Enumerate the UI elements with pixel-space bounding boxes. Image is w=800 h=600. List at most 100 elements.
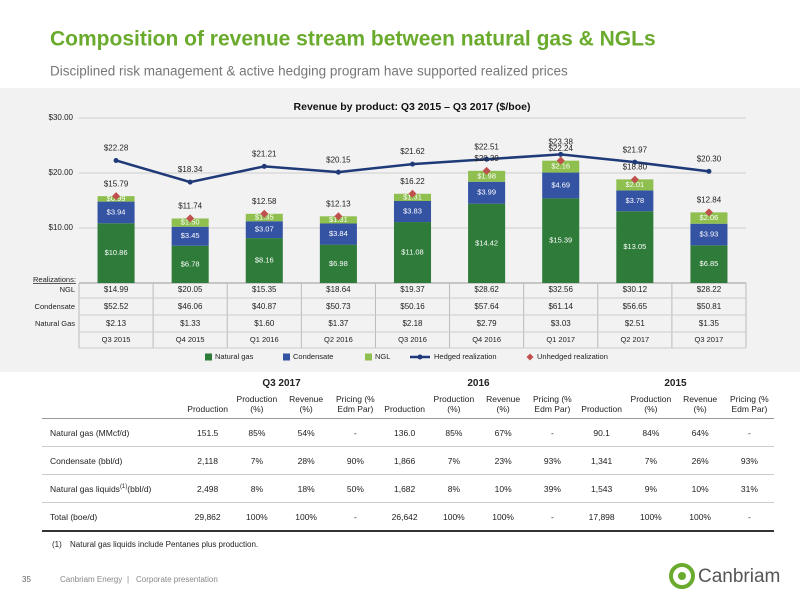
legend-label: Condensate (293, 352, 333, 361)
scatter-value-label: $15.79 (104, 179, 129, 188)
line-marker (632, 159, 638, 165)
scatter-value-label: $22.24 (548, 144, 573, 153)
realization-value: $46.06 (178, 302, 203, 311)
realization-value: $52.52 (104, 302, 129, 311)
table-cell: 90.1 (577, 418, 627, 447)
line-value-label: $22.51 (474, 142, 499, 151)
bar-segment (616, 179, 654, 191)
diamond-marker (260, 209, 269, 218)
table-cell: 10% (478, 474, 528, 503)
table-cell: 100% (281, 502, 331, 532)
bar-segment (97, 223, 135, 283)
bar-segment (542, 198, 580, 283)
slide-title: Composition of revenue stream between na… (50, 28, 656, 51)
realization-value: $2.51 (625, 319, 646, 328)
line-marker (335, 169, 341, 175)
table-row: Total (boe/d) 29,862 100% 100% -26,642 100% 10… (42, 502, 774, 532)
table-row: Condensate (bbl/d) 2,118 7% 28% 90% 1,866 7% 23… (42, 446, 774, 475)
column-header: Revenue (%) (281, 390, 331, 419)
empty-cell (42, 376, 183, 390)
y-tick-label: $20.00 (49, 168, 74, 177)
diamond-marker (334, 212, 343, 221)
legend-marker (417, 354, 423, 360)
bar-segment (468, 170, 506, 182)
realization-value: $28.22 (697, 285, 722, 294)
table-cell: 7% (232, 446, 282, 475)
table-cell: 93% (527, 446, 577, 475)
column-header-row: Production Production (%) Revenue (%) Prici… (42, 390, 774, 419)
table-cell: 17,898 (577, 502, 627, 532)
bar-value-label: $2.16 (551, 162, 570, 171)
legend-swatch (205, 353, 212, 361)
realization-value: $2.18 (402, 319, 423, 328)
column-header: Production (%) (232, 390, 282, 419)
bar-value-label: $4.69 (551, 180, 570, 189)
bar-value-label: $10.86 (105, 248, 128, 257)
line-value-label: $20.15 (326, 155, 351, 164)
table-cell: 23% (478, 446, 528, 475)
realization-row-label: Natural Gas (35, 319, 75, 328)
table-cell: 151.5 (183, 418, 233, 447)
line-marker (558, 151, 564, 157)
row-label: Natural gas (MMcf/d) (42, 418, 183, 447)
production-table: Q3 2017 2016 2015 Production Production (%) R… (42, 376, 774, 532)
realization-row-label: Condensate (35, 302, 75, 311)
table-cell: 90% (330, 446, 380, 475)
bar-value-label: $3.99 (477, 188, 496, 197)
realization-value: $50.81 (697, 302, 722, 311)
table-cell: 8% (429, 474, 479, 503)
bar-value-label: $8.16 (255, 256, 274, 265)
x-tick-label: Q4 2016 (472, 335, 501, 344)
diamond-marker (112, 192, 121, 201)
row-label: Natural gas liquids(1)(bbl/d) (42, 474, 183, 503)
bar-value-label: $3.83 (403, 207, 422, 216)
table-cell: 1,341 (577, 446, 627, 475)
legend-label: Natural gas (215, 352, 254, 361)
bar-value-label: $13.05 (623, 242, 646, 251)
legend-swatch (365, 353, 372, 361)
bar-segment (245, 238, 283, 283)
footer-company: Canbriam Energy (60, 575, 122, 584)
bar-value-label: $1.98 (477, 171, 496, 180)
realization-value: $30.12 (623, 285, 648, 294)
legend-label: NGL (375, 352, 390, 361)
row-label-text: Natural gas liquids (50, 483, 120, 494)
empty-cell (42, 390, 183, 419)
bar-segment (690, 245, 728, 283)
bar-segment (171, 226, 209, 246)
line-marker (706, 168, 712, 174)
bar-segment (393, 222, 432, 283)
diamond-marker (482, 166, 491, 175)
bar-value-label: $3.07 (255, 225, 274, 234)
table-cell: 7% (626, 446, 676, 475)
realization-value: $28.62 (474, 285, 499, 294)
row-label-text: Condensate (bbl/d) (50, 455, 123, 466)
realization-value: $15.35 (252, 285, 277, 294)
table-cell: 100% (626, 502, 676, 532)
footer-separator: | (127, 575, 129, 584)
table-cell: - (527, 502, 577, 532)
row-label: Total (boe/d) (42, 502, 183, 532)
line-marker (113, 157, 119, 163)
line-marker (410, 161, 415, 167)
group-header-row: Q3 2017 2016 2015 (42, 376, 774, 390)
column-header: Revenue (%) (478, 390, 528, 419)
group-header: Q3 2017 (262, 377, 301, 389)
table-cell: 54% (281, 418, 331, 447)
scatter-value-label: $20.39 (474, 154, 499, 163)
realization-value: $14.99 (104, 285, 129, 294)
row-note: (1) (119, 483, 128, 490)
x-tick-label: Q1 2016 (250, 335, 279, 344)
table-cell: 1,682 (380, 474, 430, 503)
bar-segment (542, 172, 580, 199)
line-marker (187, 179, 193, 185)
diamond-marker (556, 156, 565, 165)
realization-value: $56.65 (623, 302, 648, 311)
realization-value: $50.16 (400, 302, 425, 311)
realization-value: $57.64 (474, 302, 499, 311)
bar-segment (616, 211, 654, 283)
x-tick-label: Q3 2015 (102, 335, 131, 344)
bar-segment (171, 218, 209, 227)
bar-value-label: $3.94 (107, 207, 126, 216)
